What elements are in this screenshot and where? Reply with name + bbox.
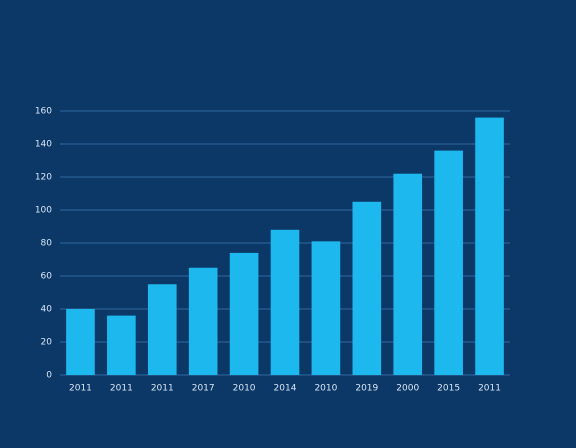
y-tick-label: 20	[41, 338, 53, 348]
x-tick-label: 2019	[355, 384, 378, 394]
y-tick-label: 140	[35, 140, 52, 150]
bar	[475, 117, 504, 375]
x-tick-label: 2015	[437, 384, 460, 394]
bar	[434, 150, 463, 375]
x-tick-label: 2011	[151, 384, 174, 394]
bar	[352, 201, 382, 375]
x-tick-label: 2011	[69, 384, 92, 394]
y-tick-label: 0	[46, 371, 52, 381]
bar	[66, 309, 95, 375]
x-tick-label: 2000	[396, 384, 419, 394]
y-tick-label: 120	[35, 173, 52, 183]
bar	[229, 252, 259, 375]
x-tick-label: 2014	[274, 384, 297, 394]
bar	[311, 241, 341, 375]
x-tick-label: 2017	[192, 384, 215, 394]
bar	[188, 267, 218, 375]
bar	[393, 173, 423, 375]
y-tick-label: 160	[35, 107, 52, 117]
y-tick-label: 60	[41, 272, 53, 282]
x-tick-label: 2010	[314, 384, 337, 394]
y-tick-label: 80	[41, 239, 53, 249]
bar	[147, 284, 177, 375]
bar	[270, 229, 300, 375]
bar	[107, 315, 136, 375]
x-tick-label: 2011	[110, 384, 133, 394]
y-tick-label: 100	[35, 206, 52, 216]
x-tick-label: 2011	[478, 384, 501, 394]
y-tick-label: 40	[41, 305, 53, 315]
x-tick-label: 2010	[233, 384, 256, 394]
